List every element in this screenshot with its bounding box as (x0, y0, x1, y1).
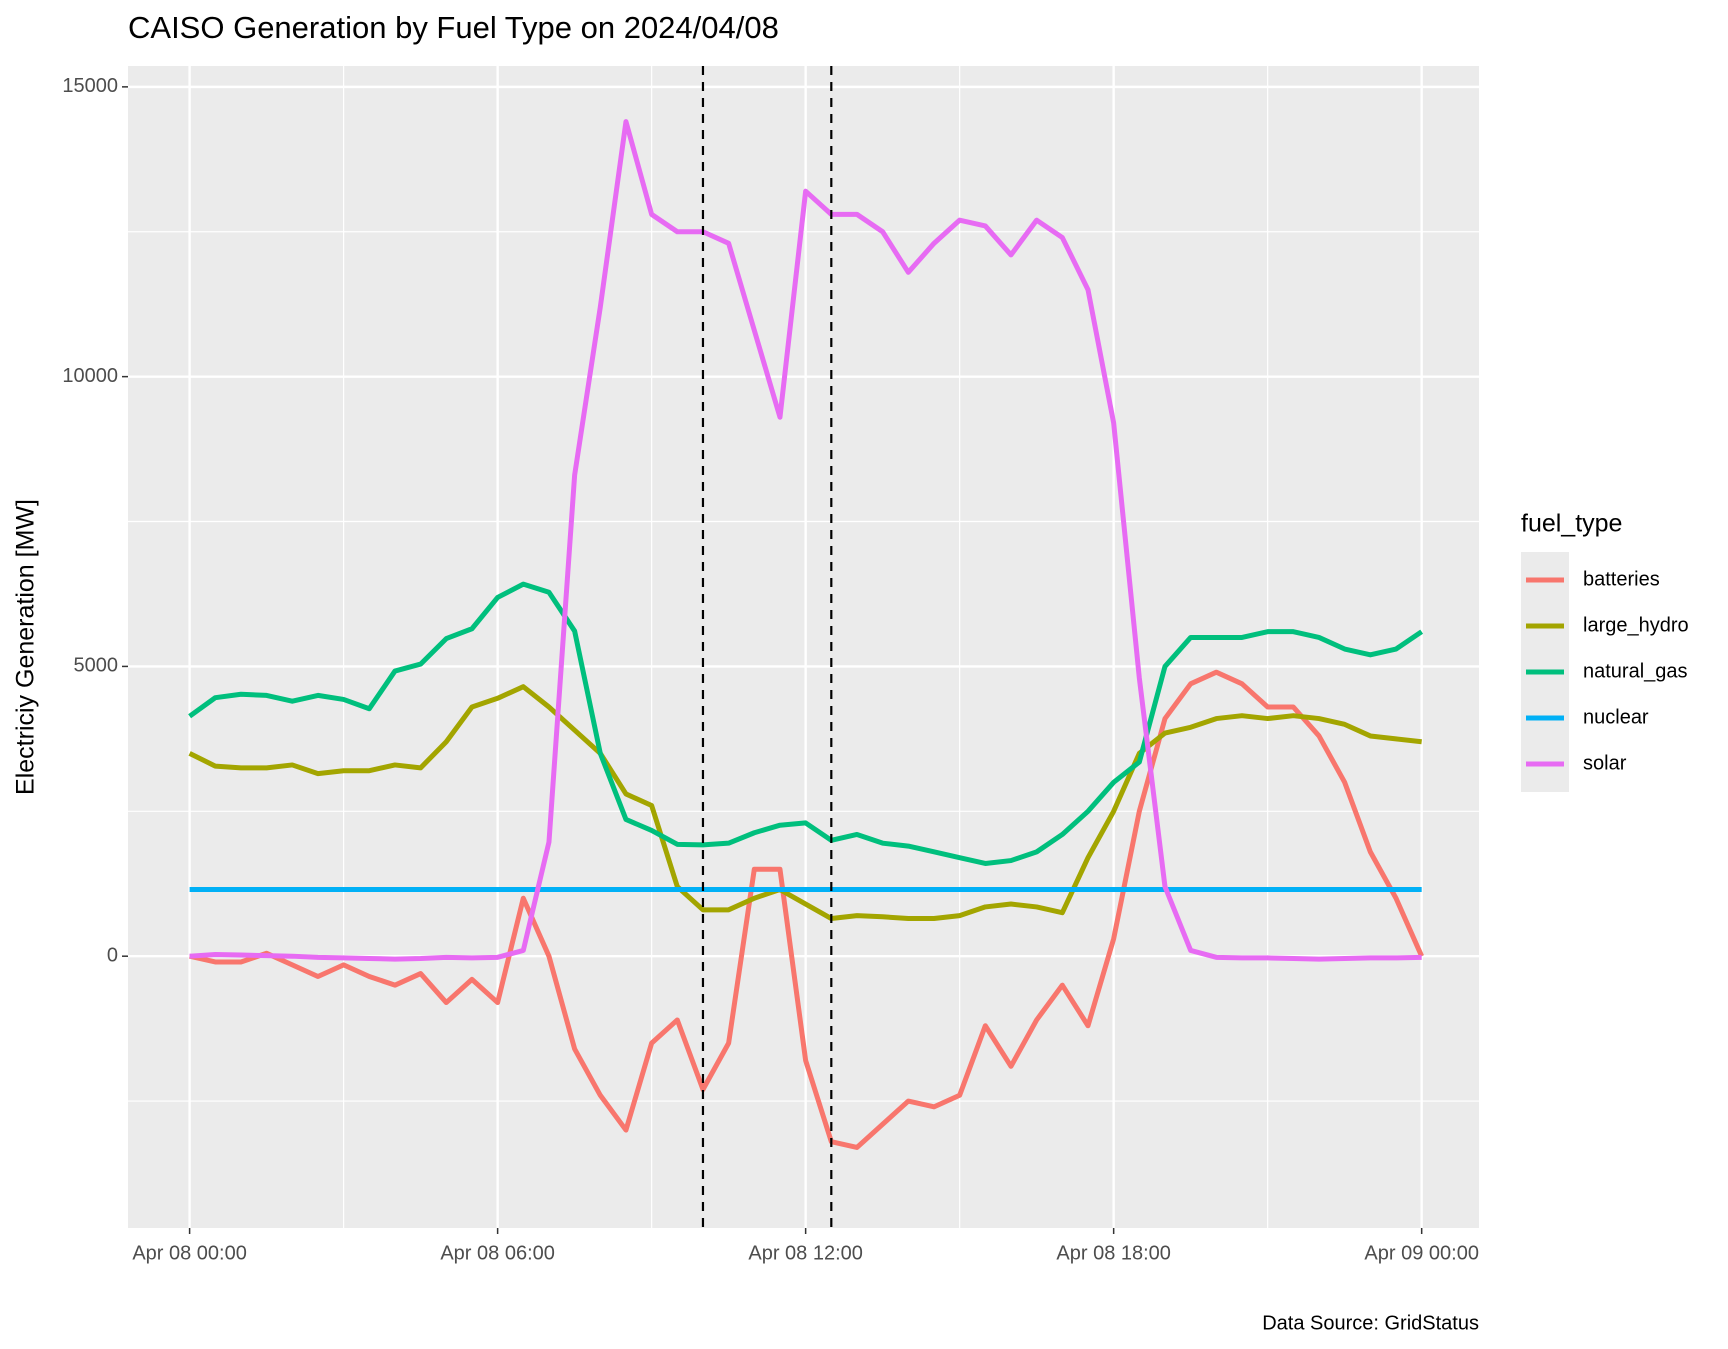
series-line (189, 669, 1424, 1150)
caption: Data Source: GridStatus (1262, 1312, 1479, 1334)
y-tick-label: 15000 (62, 75, 118, 97)
x-tick-label: Apr 09 00:00 (1364, 1242, 1479, 1264)
y-tick-label: 0 (107, 944, 118, 966)
legend-label: natural_gas (1583, 660, 1688, 682)
legend-label: solar (1583, 752, 1627, 774)
series-line (188, 684, 1422, 922)
x-tick-label: Apr 08 18:00 (1056, 1242, 1171, 1264)
legend-label: batteries (1583, 568, 1660, 590)
series-line (189, 119, 1422, 962)
x-tick-label: Apr 08 00:00 (132, 1242, 247, 1264)
x-tick-label: Apr 08 06:00 (440, 1242, 555, 1264)
series-line (188, 581, 1424, 866)
chart-title: CAISO Generation by Fuel Type on 2024/04… (128, 10, 779, 45)
legend-title: fuel_type (1521, 510, 1622, 538)
y-axis-label: Electriciy Generation [MW] (12, 499, 40, 795)
legend-label: nuclear (1583, 706, 1649, 728)
x-tick-label: Apr 08 12:00 (748, 1242, 863, 1264)
y-tick-label: 5000 (74, 655, 119, 677)
y-tick-label: 10000 (62, 365, 118, 387)
legend-label: large_hydro (1583, 614, 1689, 636)
